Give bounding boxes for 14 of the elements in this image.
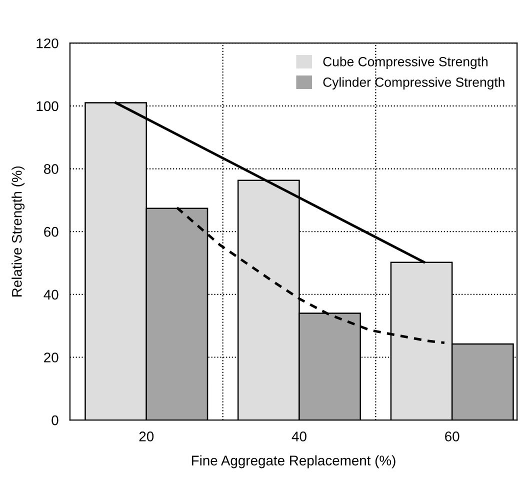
y-tick-label: 100 [36,101,58,112]
x-axis-title: Fine Aggregate Replacement (%) [192,455,396,468]
y-tick-label: 120 [36,38,58,48]
legend-label: Cylinder Compressive Strength [323,77,504,90]
legend-label: Cube Compressive Strength [323,56,488,69]
y-axis-title: Relative Strength (%) [12,166,25,296]
y-tick-label: 0 [52,415,58,426]
x-tick-label: 40 [292,432,306,442]
y-tick-label: 80 [44,164,58,174]
x-tick-label: 20 [139,432,154,442]
x-tick-label: 60 [445,432,460,442]
y-tick-label: 20 [44,352,58,362]
y-tick-label: 40 [44,290,58,300]
y-tick-label: 60 [44,226,58,237]
